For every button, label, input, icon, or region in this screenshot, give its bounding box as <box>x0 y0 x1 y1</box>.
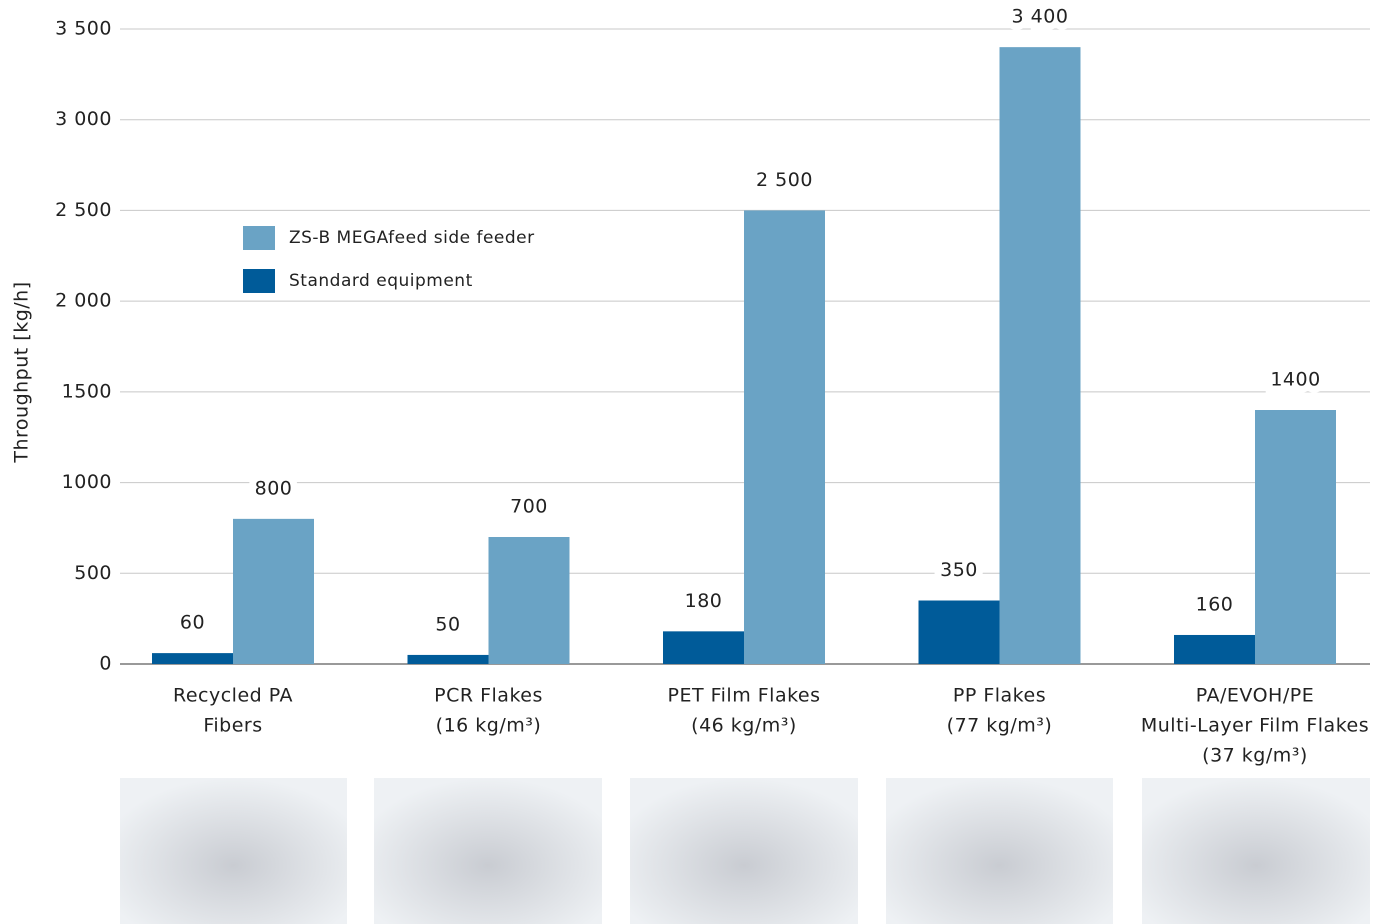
bar <box>488 537 570 664</box>
value-label: 350 <box>940 559 978 581</box>
y-tick-label: 500 <box>74 562 112 584</box>
photo <box>120 778 347 924</box>
x-tick-label: (37 kg/m³) <box>1202 745 1308 767</box>
x-tick-label: PP Flakes <box>953 685 1046 707</box>
legend-swatch <box>243 269 275 293</box>
y-tick-label: 1000 <box>62 471 112 493</box>
photo <box>1142 778 1370 924</box>
x-tick-label: (46 kg/m³) <box>691 715 797 737</box>
x-tick-label: Recycled PA <box>173 685 293 707</box>
bar <box>744 210 825 664</box>
x-tick-label: PCR Flakes <box>434 685 543 707</box>
value-label: 3 400 <box>1012 6 1069 28</box>
y-tick-label: 2 500 <box>55 199 112 221</box>
value-label: 50 <box>435 613 460 635</box>
bar <box>999 47 1081 664</box>
y-tick-label: 0 <box>99 653 112 675</box>
value-label: 1400 <box>1270 369 1320 391</box>
legend-swatch <box>243 226 275 250</box>
value-label: 2 500 <box>756 169 813 191</box>
y-tick-label: 2 000 <box>55 290 112 312</box>
value-label: 700 <box>510 496 548 518</box>
x-tick-label: (77 kg/m³) <box>947 715 1053 737</box>
photo <box>630 778 858 924</box>
value-label: 180 <box>685 590 723 612</box>
y-tick-label: 3 500 <box>55 18 112 40</box>
bar <box>152 653 233 664</box>
value-label: 60 <box>180 612 205 634</box>
x-tick-label: PA/EVOH/PE <box>1196 685 1314 707</box>
x-tick-label: (16 kg/m³) <box>436 715 542 737</box>
x-tick-label: Fibers <box>203 715 262 737</box>
value-label: 160 <box>1196 593 1234 615</box>
photo <box>374 778 602 924</box>
bar <box>407 654 489 664</box>
y-tick-label: 1500 <box>62 380 112 402</box>
value-label: 800 <box>255 477 293 499</box>
x-tick-label: Multi-Layer Film Flakes <box>1141 715 1369 737</box>
bar <box>1255 410 1336 664</box>
bar <box>233 518 314 664</box>
bar <box>1174 634 1255 664</box>
legend-label: ZS-B MEGAfeed side feeder <box>289 228 535 248</box>
y-axis-label: Throughput [kg/h] <box>11 281 33 463</box>
legend-label: Standard equipment <box>289 271 473 291</box>
bar <box>918 600 1000 664</box>
x-tick-label: PET Film Flakes <box>667 685 820 707</box>
photos <box>120 778 1370 924</box>
y-tick-label: 3 000 <box>55 108 112 130</box>
bar <box>663 631 744 664</box>
photo <box>886 778 1113 924</box>
